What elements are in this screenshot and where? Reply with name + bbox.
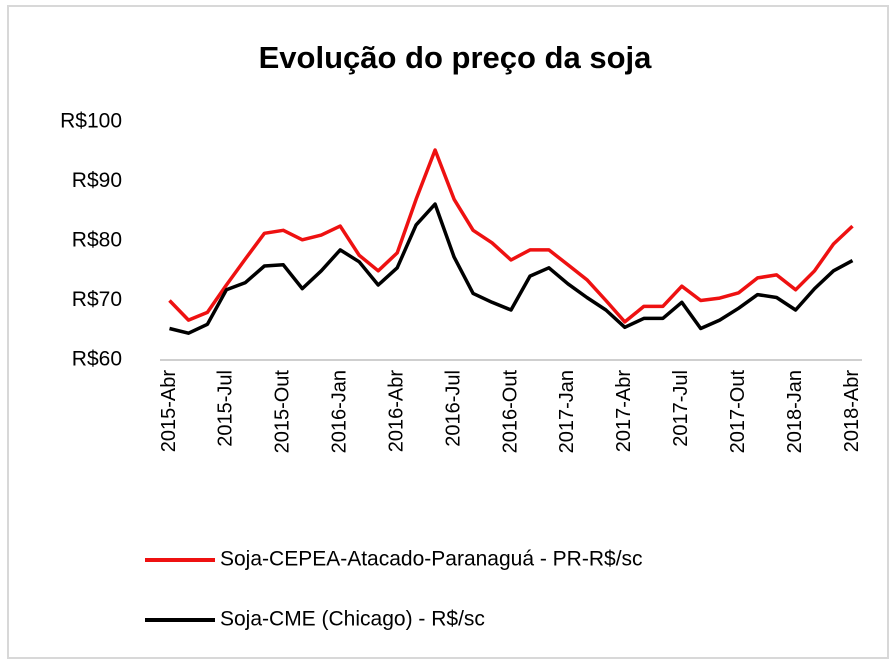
x-tick-label: 2016-Out — [499, 370, 521, 454]
x-tick-label: 2018-Abr — [841, 370, 863, 453]
y-tick-label: R$90 — [72, 169, 122, 192]
series-line — [169, 202, 854, 335]
x-tick-label: 2017-Jul — [670, 370, 692, 447]
legend-label: Soja-CME (Chicago) - R$/sc — [220, 608, 485, 631]
y-tick-label: R$60 — [72, 348, 122, 371]
series-line — [168, 148, 854, 324]
y-tick-label: R$70 — [72, 288, 122, 311]
x-tick-label: 2015-Jul — [215, 370, 237, 447]
x-tick-label: 2015-Abr — [158, 370, 180, 453]
x-tick-label: 2017-Jan — [556, 370, 578, 453]
x-tick-label: 2017-Abr — [613, 370, 635, 453]
x-tick-label: 2016-Abr — [385, 370, 407, 453]
x-tick-label: 2017-Out — [727, 370, 749, 454]
chart-frame — [7, 5, 889, 659]
chart-title: Evolução do preço da soja — [259, 40, 653, 75]
y-tick-label: R$80 — [72, 229, 122, 252]
x-tick-label: 2015-Out — [272, 370, 294, 454]
x-tick-label: 2018-Jan — [784, 370, 806, 453]
legend-label: Soja-CEPEA-Atacado-Paranaguá - PR-R$/sc — [220, 548, 643, 571]
y-tick-label: R$100 — [60, 110, 122, 133]
x-tick-label: 2016-Jul — [442, 370, 464, 447]
x-tick-label: 2016-Jan — [329, 370, 351, 453]
